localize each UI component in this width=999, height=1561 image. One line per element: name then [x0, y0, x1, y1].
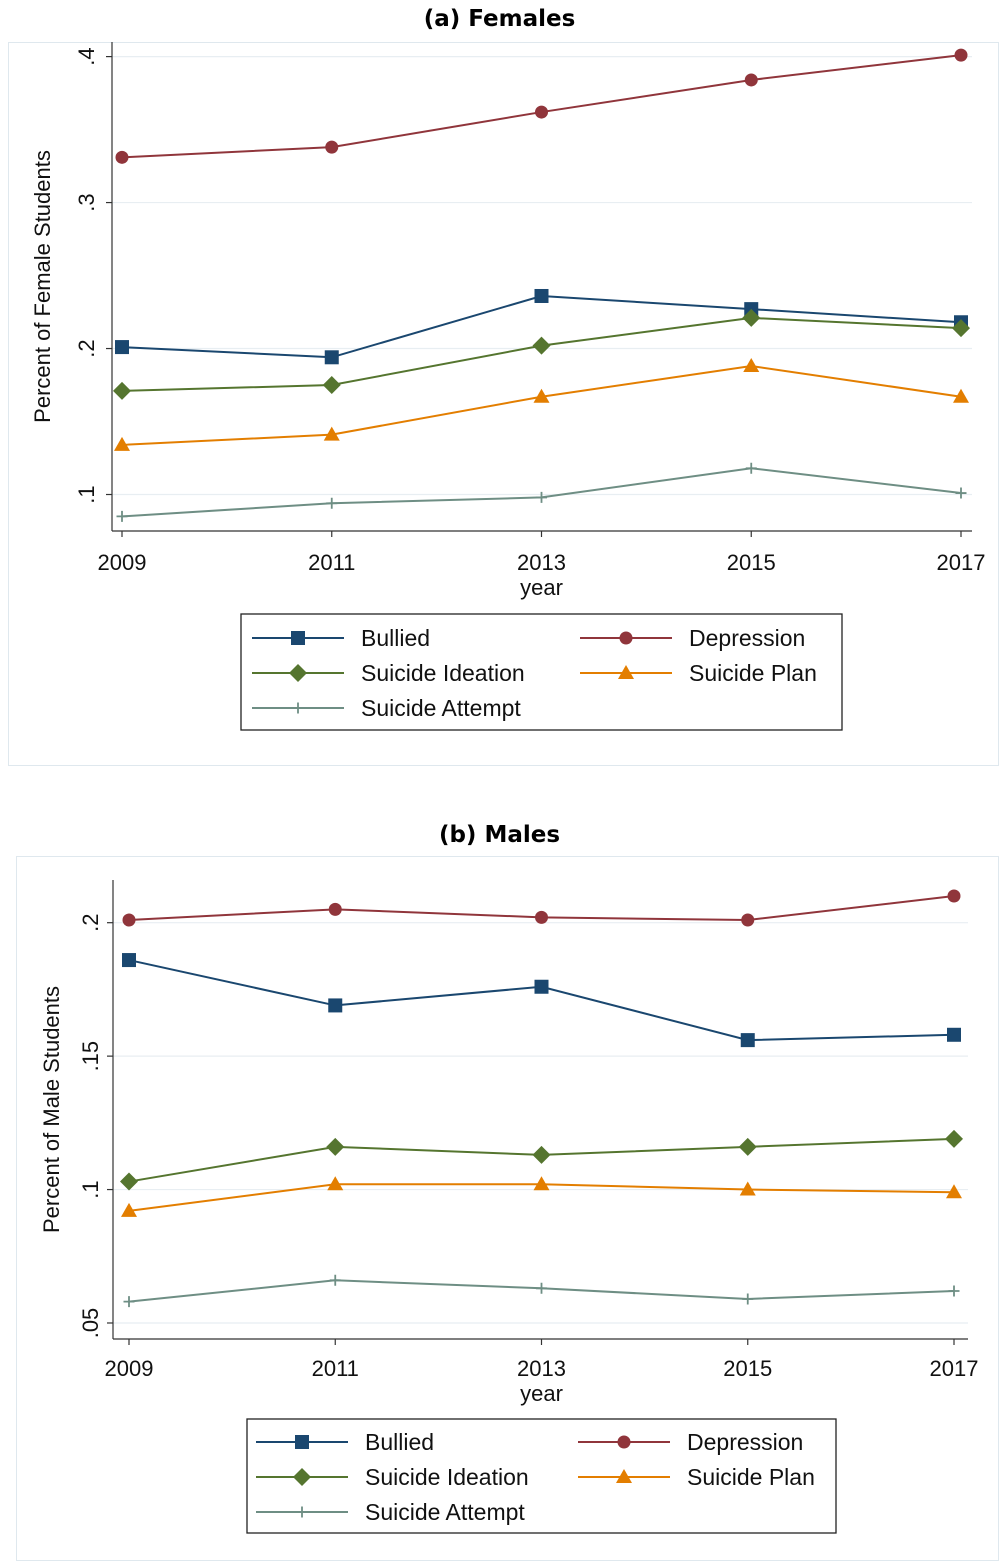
- data-point-suicide-attempt: [742, 1293, 754, 1305]
- legend-marker-bullied: [295, 1435, 309, 1449]
- data-point-bullied: [534, 979, 549, 994]
- data-point-suicide-attempt: [329, 1274, 341, 1286]
- legend-label-depression: Depression: [689, 625, 805, 651]
- legend-marker-bullied: [291, 631, 305, 645]
- y-tick-label: .1: [78, 1180, 103, 1198]
- data-point-suicide-plan: [327, 1176, 344, 1191]
- data-point-suicide-ideation: [945, 1129, 963, 1148]
- data-point-suicide-ideation: [120, 1172, 138, 1191]
- data-point-bullied: [328, 998, 343, 1013]
- data-point-depression: [122, 913, 136, 927]
- data-point-suicide-attempt: [116, 510, 128, 522]
- x-tick-label: 2011: [308, 550, 355, 575]
- legend-marker-depression: [617, 1435, 631, 1449]
- data-point-suicide-plan: [121, 1202, 137, 1217]
- data-point-suicide-ideation: [326, 1137, 345, 1156]
- legend-marker-suicide-attempt: [296, 1506, 308, 1518]
- data-point-suicide-plan: [323, 426, 340, 441]
- legend-label-bullied: Bullied: [361, 625, 430, 651]
- y-tick-label: .05: [78, 1308, 103, 1339]
- y-tick-label: .2: [78, 914, 103, 932]
- data-point-suicide-plan: [743, 358, 760, 373]
- data-point-suicide-ideation: [322, 376, 341, 395]
- legend-label-suicide-plan: Suicide Plan: [687, 1464, 815, 1490]
- x-tick-label: 2015: [727, 550, 776, 575]
- data-point-suicide-ideation: [742, 308, 761, 327]
- data-point-suicide-plan: [946, 1184, 962, 1199]
- y-tick-label: .2: [74, 339, 99, 357]
- legend-marker-suicide-ideation: [289, 664, 307, 682]
- y-tick-label: .4: [74, 47, 99, 65]
- data-point-depression: [954, 48, 968, 62]
- data-point-bullied: [122, 953, 136, 968]
- legend-marker-suicide-ideation: [293, 1468, 311, 1486]
- legend-marker-depression: [619, 631, 633, 645]
- legend-label-suicide-ideation: Suicide Ideation: [361, 660, 525, 686]
- legend-label-bullied: Bullied: [365, 1429, 434, 1455]
- x-tick-label: 2017: [937, 550, 986, 575]
- data-point-suicide-ideation: [952, 319, 970, 338]
- x-tick-label: 2013: [517, 1356, 566, 1381]
- x-axis-label: year: [520, 1381, 563, 1406]
- data-point-bullied: [115, 340, 129, 355]
- data-point-suicide-plan: [953, 388, 969, 403]
- legend-label-depression: Depression: [687, 1429, 803, 1455]
- data-point-depression: [115, 150, 129, 164]
- legend-marker-suicide-attempt: [292, 702, 304, 714]
- x-tick-label: 2009: [98, 550, 147, 575]
- legend-label-suicide-attempt: Suicide Attempt: [361, 695, 521, 721]
- legend-label-suicide-plan: Suicide Plan: [689, 660, 817, 686]
- data-point-bullied: [740, 1033, 755, 1048]
- chart-title-males: (b) Males: [438, 822, 561, 848]
- data-point-suicide-attempt: [536, 1282, 547, 1294]
- data-point-suicide-ideation: [532, 336, 551, 355]
- data-point-bullied: [947, 1027, 961, 1042]
- data-point-depression: [947, 889, 961, 903]
- x-tick-label: 2017: [930, 1356, 979, 1381]
- data-point-suicide-attempt: [536, 491, 547, 503]
- data-point-suicide-ideation: [532, 1145, 551, 1164]
- legend-label-suicide-attempt: Suicide Attempt: [365, 1499, 525, 1525]
- chart-title-females: (a) Females: [423, 6, 576, 32]
- x-tick-label: 2015: [723, 1356, 772, 1381]
- legend-marker-suicide-plan: [616, 1469, 632, 1483]
- y-tick-label: .15: [78, 1041, 103, 1072]
- data-point-suicide-plan: [114, 436, 130, 451]
- x-tick-label: 2013: [517, 550, 566, 575]
- data-point-bullied: [534, 288, 549, 303]
- data-point-bullied: [324, 350, 339, 365]
- series-line-bullied: [128, 959, 955, 1042]
- x-axis-label: year: [520, 575, 563, 600]
- y-tick-label: .3: [74, 193, 99, 211]
- data-point-suicide-ideation: [113, 381, 131, 400]
- legend-label-suicide-ideation: Suicide Ideation: [365, 1464, 529, 1490]
- x-tick-label: 2011: [312, 1356, 359, 1381]
- y-tick-label: .1: [74, 485, 99, 503]
- data-point-suicide-plan: [533, 1176, 550, 1191]
- data-point-suicide-attempt: [745, 462, 757, 474]
- data-point-depression: [325, 140, 339, 154]
- data-point-suicide-ideation: [738, 1137, 757, 1156]
- data-point-suicide-attempt: [955, 487, 967, 499]
- data-point-depression: [535, 910, 548, 924]
- y-axis-label: Percent of Female Students: [30, 150, 55, 423]
- data-point-suicide-plan: [533, 388, 550, 403]
- data-point-depression: [741, 913, 755, 927]
- legend-marker-suicide-plan: [618, 665, 634, 679]
- data-point-depression: [328, 902, 342, 916]
- data-point-suicide-attempt: [948, 1285, 960, 1297]
- data-point-depression: [744, 73, 758, 87]
- x-tick-label: 2009: [105, 1356, 154, 1381]
- series-line-suicide-plan: [121, 365, 962, 446]
- data-point-suicide-attempt: [326, 497, 338, 509]
- data-point-suicide-attempt: [123, 1296, 135, 1308]
- y-axis-label: Percent of Male Students: [39, 986, 64, 1233]
- data-point-depression: [535, 105, 548, 119]
- data-point-suicide-plan: [739, 1181, 756, 1196]
